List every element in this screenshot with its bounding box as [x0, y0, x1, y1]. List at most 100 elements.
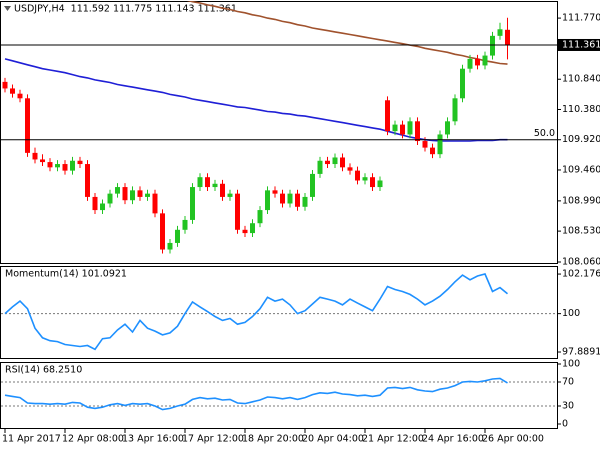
candle-body [175, 229, 180, 243]
x-tick-label: 12 Apr 08:00 [62, 434, 124, 445]
candle-body [310, 173, 315, 197]
candle-body [17, 93, 23, 99]
candle-body [362, 177, 368, 181]
candle-body [100, 203, 105, 211]
candle-body [205, 177, 210, 188]
symbol-icon [4, 6, 11, 11]
candle-body [160, 213, 165, 250]
candle-body [250, 223, 255, 234]
candle-body [62, 164, 68, 171]
main-panel [0, 1, 558, 264]
candle-body [70, 160, 75, 171]
candle-body [385, 100, 390, 132]
y-tick-label: 97.8891 [562, 347, 600, 358]
y-tick-label: 109.920 [562, 134, 600, 145]
candle-body [317, 160, 323, 174]
candle-body [92, 196, 98, 211]
y-tick-label: 110.380 [562, 104, 600, 115]
candle-body [227, 193, 233, 197]
candle-body [2, 81, 8, 89]
candle-body [280, 193, 285, 204]
price-box [557, 38, 600, 51]
y-tick-label: 110.840 [562, 74, 600, 85]
x-tick-label: 20 Apr 04:00 [302, 434, 364, 445]
candle-body [257, 210, 263, 224]
candle-body [145, 193, 150, 197]
x-tick-label: 13 Apr 16:00 [122, 434, 184, 445]
candle-body [107, 193, 113, 204]
y-tick-label: 30 [562, 401, 574, 412]
candle-body [445, 121, 450, 135]
candle-body [295, 193, 300, 207]
candle-body [422, 141, 428, 148]
candle-body [437, 134, 443, 155]
y-tick-label: 109.460 [562, 164, 600, 175]
candle-body [347, 167, 353, 171]
candle-body [340, 157, 345, 168]
x-tick-label: 11 Apr 2017 [2, 434, 61, 445]
candle-body [122, 187, 128, 201]
y-tick-label: 100 [562, 359, 580, 370]
y-tick-label: 108.530 [562, 226, 600, 237]
y-tick-label: 111.770 [562, 13, 600, 24]
candle-body [287, 193, 293, 204]
candle-body [152, 193, 158, 214]
candle-body [452, 98, 458, 122]
chart-title: USDJPY,H4 111.592 111.775 111.143 111.36… [14, 4, 237, 15]
price-label: 111.361 [562, 39, 600, 50]
candle-body [482, 55, 488, 66]
y-tick-label: 108.060 [562, 257, 600, 268]
candle-body [265, 190, 270, 211]
candle-body [272, 190, 278, 194]
moving-average [4, 58, 508, 142]
candle-body [77, 160, 83, 165]
candle-body [302, 196, 308, 207]
candle-body [32, 152, 38, 160]
x-tick-label: 21 Apr 12:00 [362, 434, 424, 445]
candle-body [235, 193, 240, 230]
candle-body [182, 219, 188, 230]
indicator-line [4, 273, 509, 351]
candle-body [505, 29, 510, 45]
candle-body [10, 88, 15, 94]
candle-body [460, 68, 465, 99]
main-plot [2, 1, 510, 254]
candle-body [400, 124, 405, 135]
candle-body [25, 98, 30, 153]
candle-body [430, 147, 435, 155]
candle-body [197, 177, 203, 188]
indicator-line [4, 377, 508, 411]
candle-body [377, 180, 383, 188]
rsi-panel [0, 362, 558, 429]
candle-body [467, 58, 473, 69]
y-tick-label: 108.990 [562, 195, 600, 206]
candle-body [407, 121, 413, 135]
candle-body [242, 229, 248, 234]
level-label: 50.0 [534, 128, 555, 139]
candle-body [355, 170, 360, 181]
x-tick-label: 26 Apr 00:00 [482, 434, 544, 445]
candle-body [325, 160, 330, 165]
candle-body [190, 187, 195, 220]
candle-body [115, 187, 120, 194]
momentum-title: Momentum(14) 101.0921 [5, 269, 127, 280]
candle-body [497, 29, 503, 36]
candle-body [167, 242, 173, 250]
candle-body [490, 35, 495, 56]
rsi-title: RSI(14) 68.2510 [5, 365, 82, 376]
x-tick-label: 18 Apr 20:00 [242, 434, 304, 445]
candle-body [47, 162, 53, 168]
candle-body [85, 164, 90, 197]
candle-body [392, 124, 398, 132]
moving-average [186, 1, 508, 65]
y-tick-label: 102.1768 [562, 269, 600, 280]
y-tick-label: 0 [562, 419, 568, 430]
candle-body [130, 190, 135, 201]
candle-body [40, 159, 45, 163]
candle-body [212, 183, 218, 188]
momentum-panel [0, 266, 558, 359]
candle-body [415, 121, 420, 142]
x-tick-label: 17 Apr 12:00 [182, 434, 244, 445]
candle-body [370, 177, 375, 188]
